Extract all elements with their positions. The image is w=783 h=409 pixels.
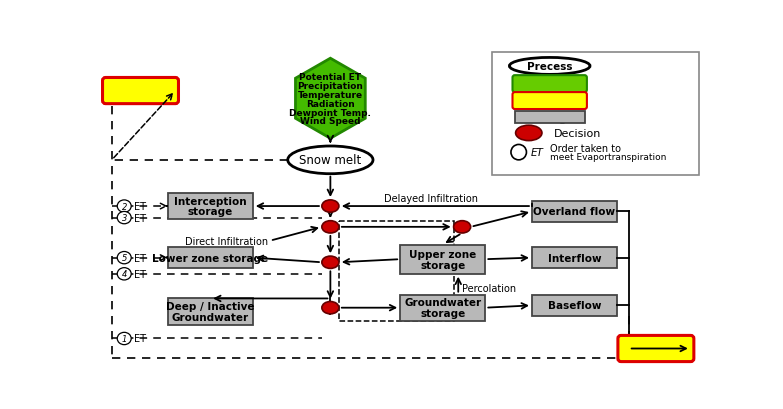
Ellipse shape <box>515 126 542 141</box>
Text: Snow melt: Snow melt <box>299 154 362 167</box>
Text: Interflow: Interflow <box>547 253 601 263</box>
FancyBboxPatch shape <box>532 295 617 317</box>
Text: Input: Input <box>533 79 566 90</box>
Text: meet Evaportranspiration: meet Evaportranspiration <box>550 153 666 162</box>
Text: Upper zone: Upper zone <box>410 249 476 259</box>
Text: ET: ET <box>134 213 146 223</box>
Ellipse shape <box>322 221 339 234</box>
FancyBboxPatch shape <box>532 247 617 269</box>
Ellipse shape <box>117 333 132 345</box>
Text: Deep / Inactive: Deep / Inactive <box>166 301 254 311</box>
Text: Direct Infiltration: Direct Infiltration <box>186 236 269 246</box>
Text: Groundwater: Groundwater <box>404 298 482 308</box>
FancyBboxPatch shape <box>618 336 694 362</box>
FancyBboxPatch shape <box>400 295 485 321</box>
Text: Total flow: Total flow <box>623 342 688 355</box>
FancyBboxPatch shape <box>513 76 587 93</box>
FancyBboxPatch shape <box>168 193 253 220</box>
Text: Delayed Infiltration: Delayed Infiltration <box>384 194 478 204</box>
Ellipse shape <box>117 200 132 213</box>
Text: ET: ET <box>134 253 146 263</box>
Text: ET: ET <box>134 202 146 211</box>
Ellipse shape <box>322 256 339 269</box>
Text: Lower zone storage: Lower zone storage <box>152 253 269 263</box>
Ellipse shape <box>322 302 339 314</box>
Text: 2: 2 <box>121 202 127 211</box>
Text: 1: 1 <box>121 334 127 343</box>
Ellipse shape <box>510 58 590 75</box>
Text: storage: storage <box>420 308 465 318</box>
Text: Actual ET: Actual ET <box>110 85 171 98</box>
FancyBboxPatch shape <box>532 201 617 222</box>
FancyBboxPatch shape <box>400 245 485 274</box>
Ellipse shape <box>117 212 132 224</box>
Text: Output: Output <box>528 97 572 106</box>
FancyBboxPatch shape <box>168 247 253 269</box>
Text: 4: 4 <box>121 270 127 279</box>
Text: Temperature: Temperature <box>298 91 363 100</box>
Text: Dewpoint Temp.: Dewpoint Temp. <box>290 108 371 117</box>
Text: Overland flow: Overland flow <box>533 207 615 217</box>
Text: Interception: Interception <box>174 197 247 207</box>
Ellipse shape <box>322 200 339 213</box>
Bar <box>492 53 699 176</box>
FancyBboxPatch shape <box>513 93 587 110</box>
Text: Decision: Decision <box>554 128 601 139</box>
Ellipse shape <box>117 268 132 280</box>
FancyBboxPatch shape <box>103 78 179 104</box>
Text: ET: ET <box>530 148 543 158</box>
Polygon shape <box>295 59 366 139</box>
Text: storage: storage <box>188 207 233 217</box>
Text: Wind Speed: Wind Speed <box>300 117 361 126</box>
FancyBboxPatch shape <box>168 299 253 325</box>
Text: Precess: Precess <box>527 62 572 72</box>
Text: storage: storage <box>420 260 465 270</box>
Text: Potential ET: Potential ET <box>299 73 362 82</box>
Text: 5: 5 <box>121 254 127 263</box>
Text: ET: ET <box>134 334 146 344</box>
Ellipse shape <box>117 252 132 264</box>
Text: Order taken to: Order taken to <box>550 143 621 153</box>
Ellipse shape <box>287 147 373 174</box>
Text: Percolation: Percolation <box>462 283 516 293</box>
Text: Precipitation: Precipitation <box>298 82 363 91</box>
Ellipse shape <box>453 221 471 234</box>
Text: n: n <box>516 148 521 158</box>
Text: ET: ET <box>134 269 146 279</box>
Text: Groundwater: Groundwater <box>171 312 249 322</box>
Ellipse shape <box>511 145 526 160</box>
Text: 3: 3 <box>121 213 127 222</box>
Text: Storage: Storage <box>525 113 574 123</box>
Text: Baseflow: Baseflow <box>548 301 601 310</box>
Text: Radiation: Radiation <box>306 99 355 108</box>
Bar <box>515 112 585 124</box>
